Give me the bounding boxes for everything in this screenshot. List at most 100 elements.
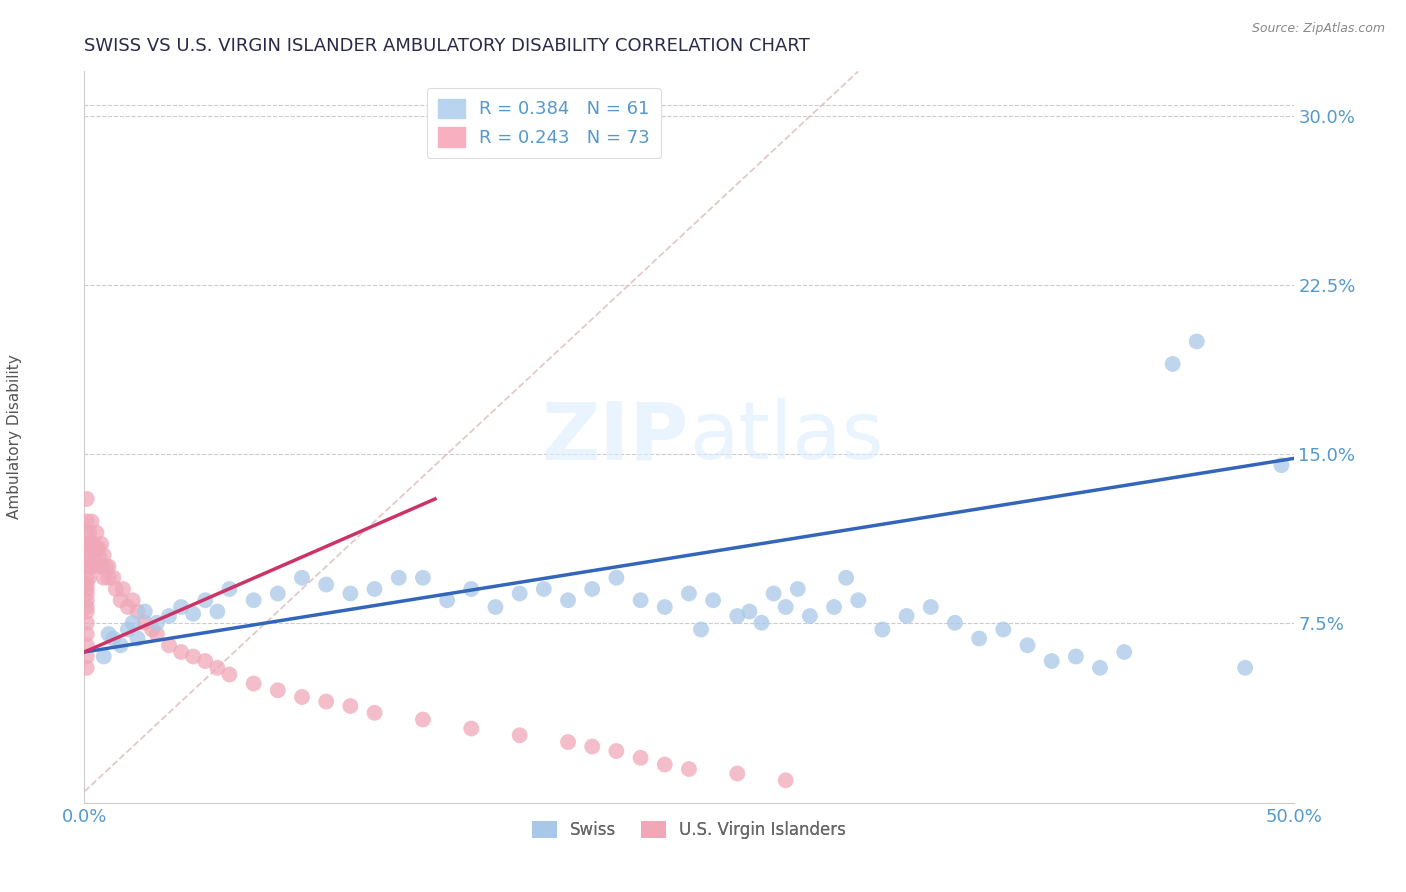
Point xyxy=(103,571,125,585)
Point xyxy=(87,541,110,556)
Point xyxy=(76,491,98,506)
Point xyxy=(93,649,115,664)
Point xyxy=(943,615,966,630)
Point xyxy=(291,571,314,585)
Point xyxy=(799,609,821,624)
Point xyxy=(460,582,482,596)
Point xyxy=(702,593,724,607)
Point xyxy=(76,586,98,600)
Point xyxy=(678,762,700,776)
Point xyxy=(93,548,115,562)
Point xyxy=(1185,334,1208,349)
Point xyxy=(181,649,204,664)
Point xyxy=(823,599,845,614)
Point xyxy=(1040,654,1063,668)
Point xyxy=(170,599,193,614)
Point xyxy=(993,623,1015,637)
Point xyxy=(738,605,761,619)
Point xyxy=(1017,638,1039,652)
Point xyxy=(76,661,98,675)
Point xyxy=(146,627,169,641)
Point xyxy=(77,537,100,551)
Point xyxy=(76,515,98,529)
Point xyxy=(86,541,108,556)
Point xyxy=(97,559,120,574)
Point xyxy=(786,582,808,596)
Point xyxy=(76,593,98,607)
Point xyxy=(533,582,555,596)
Point xyxy=(509,586,531,600)
Point xyxy=(194,593,217,607)
Point xyxy=(127,632,149,646)
Point xyxy=(103,632,125,646)
Point xyxy=(90,537,112,551)
Point xyxy=(146,615,169,630)
Point xyxy=(93,571,115,585)
Point xyxy=(76,638,98,652)
Point xyxy=(775,773,797,788)
Point xyxy=(775,599,797,614)
Point xyxy=(110,593,132,607)
Point xyxy=(267,683,290,698)
Point xyxy=(460,722,482,736)
Point xyxy=(121,593,143,607)
Point xyxy=(170,645,193,659)
Point xyxy=(134,605,156,619)
Point xyxy=(581,739,603,754)
Point xyxy=(77,548,100,562)
Y-axis label: Ambulatory Disability: Ambulatory Disability xyxy=(7,355,22,519)
Point xyxy=(77,559,100,574)
Point xyxy=(104,582,127,596)
Point xyxy=(97,571,120,585)
Point xyxy=(80,515,103,529)
Point xyxy=(83,537,105,551)
Point xyxy=(315,694,337,708)
Point xyxy=(846,593,869,607)
Point xyxy=(725,766,748,780)
Point xyxy=(86,525,108,540)
Point xyxy=(1064,649,1087,664)
Point xyxy=(76,605,98,619)
Point xyxy=(94,559,117,574)
Point xyxy=(630,593,652,607)
Point xyxy=(557,593,579,607)
Point xyxy=(76,537,98,551)
Point xyxy=(581,582,603,596)
Point xyxy=(83,548,105,562)
Point xyxy=(207,661,229,675)
Point xyxy=(110,638,132,652)
Point xyxy=(388,571,411,585)
Point xyxy=(654,599,676,614)
Point xyxy=(605,571,627,585)
Point xyxy=(315,577,337,591)
Point xyxy=(1088,661,1111,675)
Point xyxy=(1270,458,1292,473)
Point xyxy=(77,571,100,585)
Point xyxy=(654,757,676,772)
Point xyxy=(267,586,290,600)
Point xyxy=(967,632,990,646)
Point xyxy=(117,623,139,637)
Point xyxy=(86,559,108,574)
Point xyxy=(77,525,100,540)
Point xyxy=(436,593,458,607)
Point xyxy=(218,667,240,681)
Point xyxy=(363,706,385,720)
Point xyxy=(80,559,103,574)
Point xyxy=(76,615,98,630)
Point xyxy=(207,605,229,619)
Point xyxy=(80,537,103,551)
Point xyxy=(141,623,163,637)
Text: SWISS VS U.S. VIRGIN ISLANDER AMBULATORY DISABILITY CORRELATION CHART: SWISS VS U.S. VIRGIN ISLANDER AMBULATORY… xyxy=(84,37,810,54)
Point xyxy=(76,525,98,540)
Point xyxy=(134,615,156,630)
Point xyxy=(181,607,204,621)
Point xyxy=(835,571,858,585)
Legend: Swiss, U.S. Virgin Islanders: Swiss, U.S. Virgin Islanders xyxy=(524,814,853,846)
Point xyxy=(117,599,139,614)
Point xyxy=(127,605,149,619)
Point xyxy=(242,593,264,607)
Point xyxy=(751,615,773,630)
Point xyxy=(76,571,98,585)
Point xyxy=(690,623,713,637)
